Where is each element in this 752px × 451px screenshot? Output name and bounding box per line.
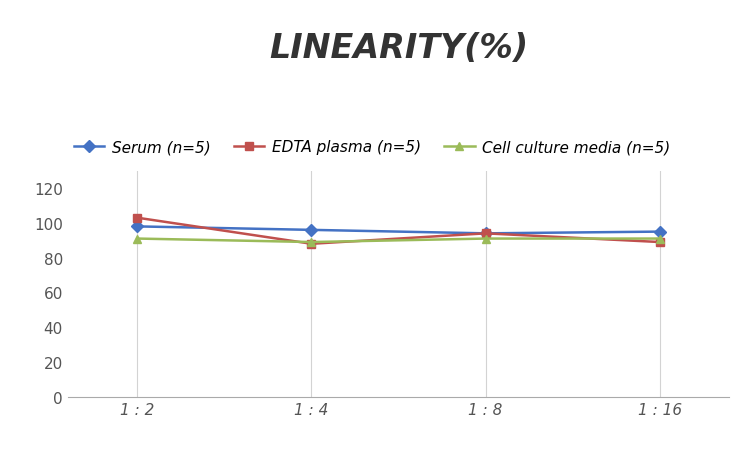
Cell culture media (n=5) (481, 236, 490, 242)
Cell culture media (n=5) (655, 236, 664, 242)
EDTA plasma (n=5) (481, 231, 490, 236)
Line: Serum (n=5): Serum (n=5) (133, 223, 664, 238)
Legend: Serum (n=5), EDTA plasma (n=5), Cell culture media (n=5): Serum (n=5), EDTA plasma (n=5), Cell cul… (68, 134, 677, 161)
Cell culture media (n=5) (133, 236, 142, 242)
Text: LINEARITY(%): LINEARITY(%) (269, 32, 528, 64)
Cell culture media (n=5) (307, 240, 316, 245)
Serum (n=5) (481, 231, 490, 236)
EDTA plasma (n=5) (133, 216, 142, 221)
Line: EDTA plasma (n=5): EDTA plasma (n=5) (133, 214, 664, 249)
Serum (n=5) (655, 230, 664, 235)
EDTA plasma (n=5) (307, 242, 316, 247)
EDTA plasma (n=5) (655, 240, 664, 245)
Serum (n=5) (307, 228, 316, 233)
Serum (n=5) (133, 224, 142, 230)
Line: Cell culture media (n=5): Cell culture media (n=5) (133, 235, 664, 247)
